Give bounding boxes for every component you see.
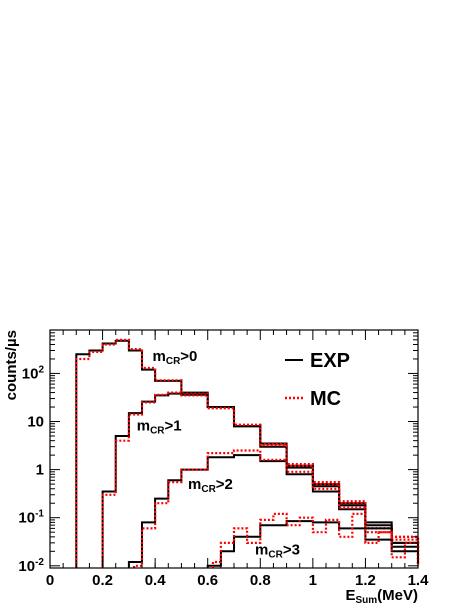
annotation-label: mCR>0 <box>153 348 198 367</box>
legend: EXP MC <box>285 350 350 410</box>
y-tick-label: 10 <box>27 414 44 431</box>
y-tick-label: 10-2 <box>18 557 44 575</box>
x-tick-label: 0.4 <box>145 572 167 589</box>
annotation-label: mCR>1 <box>137 418 182 437</box>
series-mc-mcr3 <box>211 512 420 568</box>
series-layer <box>75 338 420 568</box>
x-axis-title: ESum(MeV) <box>345 587 418 606</box>
x-tick-label: 1.2 <box>355 572 376 589</box>
x-tick-label: 0.2 <box>92 572 113 589</box>
legend-label-mc: MC <box>310 388 341 410</box>
x-tick-label: 0.6 <box>197 572 218 589</box>
legend-label-exp: EXP <box>310 350 350 372</box>
annotation-label: mCR>3 <box>255 542 300 561</box>
y-tick-label: 10-1 <box>18 509 44 527</box>
x-tick-label: 1.4 <box>408 572 430 589</box>
annotation-layer: mCR>0 mCR>1 mCR>2 mCR>3 <box>137 348 300 561</box>
y-tick-label: 102 <box>22 364 45 382</box>
series-mc-mcr2 <box>133 449 420 568</box>
series-mc-mcr1 <box>101 391 420 568</box>
annotation-label: mCR>2 <box>188 476 233 495</box>
y-axis-title: counts/µs <box>3 330 20 400</box>
x-tick-label: 0.8 <box>250 572 271 589</box>
x-tick-label: 0 <box>46 572 54 589</box>
axes-layer: 0 0.2 0.4 0.6 0.8 1 1.2 1.4 10-2 10-1 1 10 102 ESum(M… <box>3 329 430 606</box>
x-tick-label: 1 <box>309 572 317 589</box>
y-tick-label: 1 <box>36 462 44 479</box>
